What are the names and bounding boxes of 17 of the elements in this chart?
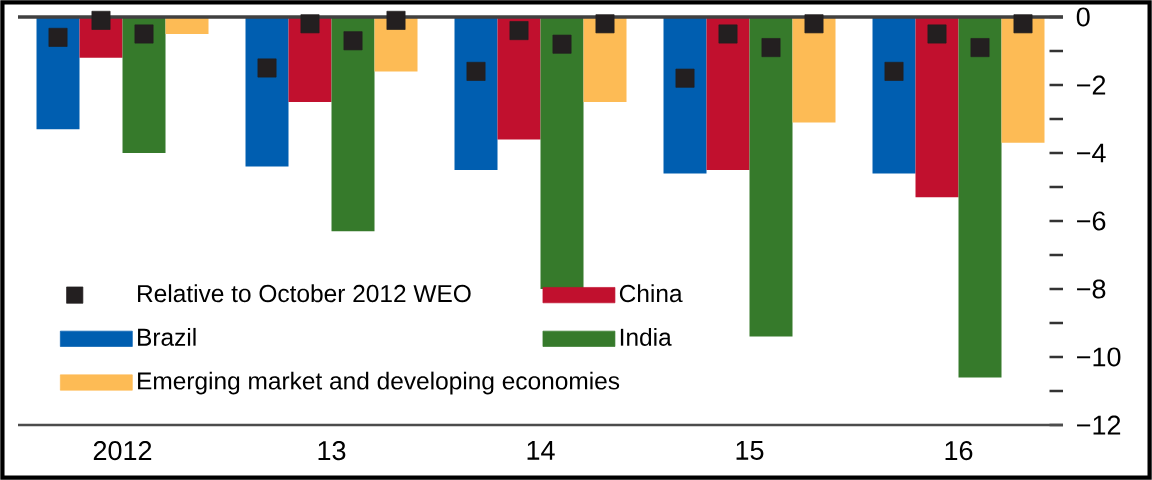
- x-tick-label: 16: [945, 441, 973, 461]
- x-tick-label: 15: [736, 441, 764, 460]
- legend-label: Emerging market and developing economies: [138, 371, 620, 395]
- y-tick-label: −8: [1077, 279, 1106, 299]
- legend-label: India: [620, 327, 672, 346]
- y-tick-label: −10: [1077, 347, 1121, 367]
- y-tick-label: −6: [1077, 211, 1106, 231]
- y-tick-label: −2: [1077, 75, 1106, 95]
- y-tick-label: −12: [1077, 415, 1121, 435]
- legend-label: China: [619, 284, 683, 303]
- x-tick-label: 2012: [93, 441, 152, 461]
- legend-label: Relative to October 2012 WEO: [138, 284, 471, 303]
- x-tick-label: 13: [318, 441, 346, 461]
- legend-label: Brazil: [138, 327, 196, 346]
- x-tick-label: 14: [527, 441, 555, 460]
- y-tick-label: −4: [1077, 143, 1106, 163]
- y-tick-label: 0: [1076, 7, 1090, 27]
